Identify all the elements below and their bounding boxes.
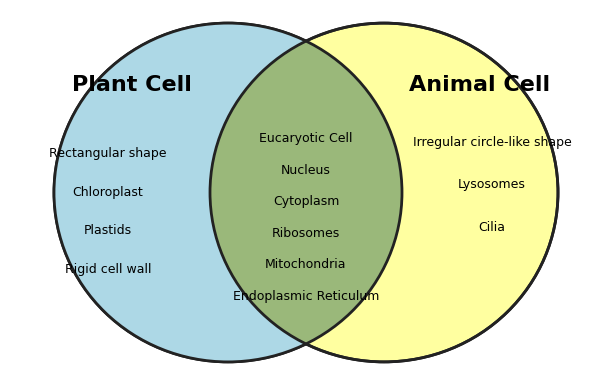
Text: Endoplasmic Reticulum: Endoplasmic Reticulum [233,290,379,303]
Text: Cytoplasm: Cytoplasm [273,195,339,208]
Text: Rigid cell wall: Rigid cell wall [65,263,151,276]
Text: Lysosomes: Lysosomes [458,178,526,191]
Text: Rectangular shape: Rectangular shape [49,147,167,161]
Text: Chloroplast: Chloroplast [73,186,143,199]
Text: Nucleus: Nucleus [281,164,331,177]
Ellipse shape [54,23,402,362]
Text: Irregular circle-like shape: Irregular circle-like shape [413,136,571,149]
Text: Eucaryotic Cell: Eucaryotic Cell [259,132,353,145]
Text: Ribosomes: Ribosomes [272,227,340,240]
Ellipse shape [54,23,402,362]
Text: Animal Cell: Animal Cell [409,75,551,95]
Ellipse shape [210,23,558,362]
Text: Mitochondria: Mitochondria [265,258,347,271]
Text: Cilia: Cilia [479,221,505,234]
Text: Plant Cell: Plant Cell [72,75,192,95]
Text: Plastids: Plastids [84,224,132,238]
Ellipse shape [210,23,558,362]
